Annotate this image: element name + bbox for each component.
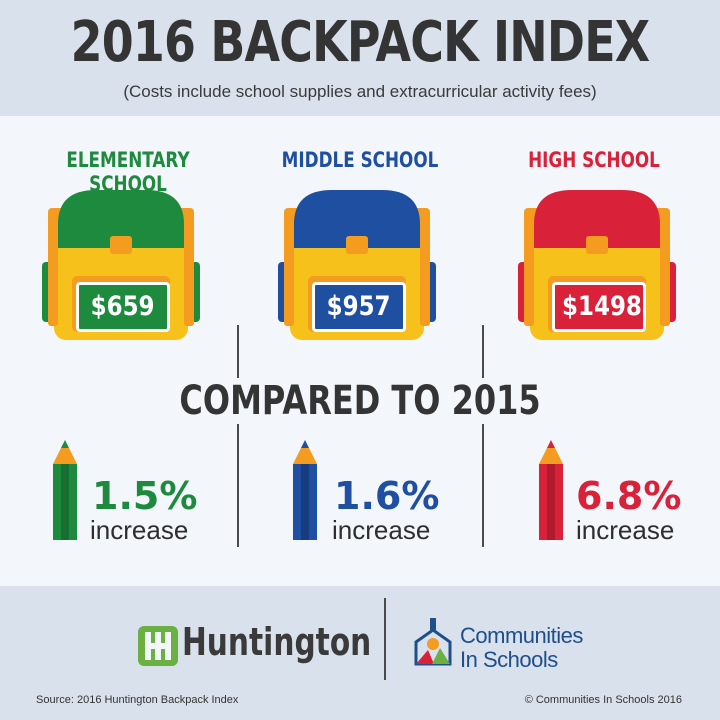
page-title: 2016 BACKPACK INDEX [70,10,651,75]
header-banner [0,0,720,116]
middle-price: $957 [327,291,391,322]
cis-line-2: In Schools [460,647,558,672]
high-increase-label: increase [576,515,675,545]
cis-line-1: Communities [460,623,583,648]
elementary-percent: 1.5% [92,474,198,518]
green-pencil-icon [50,440,80,540]
middle-percent: 1.6% [334,474,440,518]
high-price: $1498 [562,291,642,322]
column-divider-left [237,325,239,547]
footer-separator [384,598,386,680]
copyright-note: © Communities In Schools 2016 [524,694,682,706]
footer [0,586,720,720]
communities-in-schools-logo-text: Communities In Schools [460,624,583,672]
middle-school-heading: MIDDLE SCHOOL [281,148,439,172]
elementary-increase-label: increase [90,515,189,545]
elementary-price: $659 [91,291,155,322]
blue-pencil-icon [290,440,320,540]
page-subtitle: (Costs include school supplies and extra… [123,82,597,101]
comparison-heading: COMPARED TO 2015 [72,378,648,424]
communities-in-schools-logo-icon [408,612,458,672]
high-price-tag: $1498 [552,282,646,332]
middle-increase-label: increase [332,515,431,545]
high-backpack: $1498 [512,178,682,344]
huntington-logo-icon [138,626,178,666]
elementary-backpack: $659 [36,178,206,344]
middle-price-tag: $957 [312,282,406,332]
high-percent: 6.8% [576,474,682,518]
huntington-logo-text: Huntington [182,620,372,664]
high-school-heading: HIGH SCHOOL [528,148,660,172]
middle-backpack: $957 [272,178,442,344]
column-divider-right [482,325,484,547]
source-note: Source: 2016 Huntington Backpack Index [36,694,239,706]
red-pencil-icon [536,440,566,540]
elementary-price-tag: $659 [76,282,170,332]
